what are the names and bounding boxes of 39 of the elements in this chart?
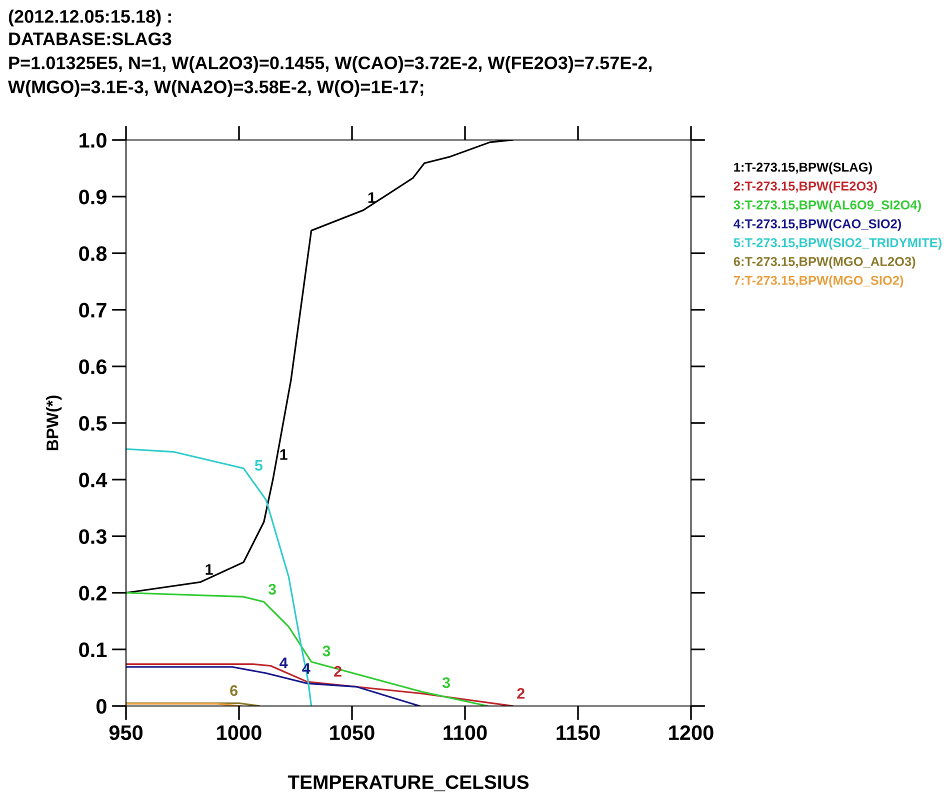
- x-tick-label: 1100: [444, 725, 487, 740]
- y-tick-label: 1.0: [80, 133, 106, 148]
- y-tick-label: 0.4: [79, 472, 108, 488]
- text: 6:T-273.15,BPW(MGO_AL2O3): [734, 256, 916, 269]
- y-tick-label: 0.5: [79, 416, 107, 431]
- text: 7:T-273.15,BPW(MGO_SIO2): [734, 276, 904, 288]
- y-tick-label: 0.1: [79, 642, 107, 658]
- y-axis-title: BPW(*): [46, 396, 62, 450]
- x-tick-label: 1050: [330, 725, 374, 740]
- annotation: 1: [368, 192, 376, 203]
- y-tick-label: 0.3: [79, 529, 106, 544]
- annotation: 2: [517, 688, 525, 699]
- chart-subtitle: DATABASE:SLAG3 P=1.01325E5, N=1, W(AL2O3)=0.1455, W(CAO)=3.72E-2, W(FE2O3)=7.57E-2, W(MGO)=3.1E-3, W(NA2O)=3.58E-2, W(O)=1E-17;: [8, 32, 652, 97]
- text: 3:T-273.15,BPW(AL6O9_SI2O4): [734, 200, 921, 212]
- annotation: 6: [230, 685, 238, 696]
- x-tick-label: 1150: [556, 725, 600, 740]
- annotation: 4: [280, 658, 288, 668]
- line-series: [126, 448, 312, 706]
- annotation: 3: [442, 677, 450, 688]
- y-tick-label: 0.2: [79, 586, 106, 601]
- x-tick-label: 1200: [669, 725, 714, 740]
- y-tick-label: 0.7: [79, 302, 106, 318]
- x-axis-title: TEMPERATURE_CELSIUS: [288, 775, 529, 792]
- text: 5:T-273.15,BPW(SIO2_TRIDYMITE): [734, 238, 942, 250]
- annotation: 3: [268, 584, 276, 595]
- text: 2:T-273.15,BPW(FE2O3): [734, 181, 877, 194]
- y-tick-label: 0: [96, 699, 106, 714]
- x-tick-label: 1000: [217, 725, 262, 740]
- y-tick-label: 0.8: [79, 246, 107, 261]
- y-tick-label: 0.6: [79, 359, 106, 374]
- annotation: 5: [254, 460, 263, 471]
- annotation: 3: [322, 646, 330, 656]
- text: 1:T-273.15,BPW(SLAG): [734, 162, 872, 174]
- chart-title: (2012.12.05:15.18) :: [8, 10, 171, 26]
- annotation: 1: [206, 564, 213, 575]
- text: 4:T-273.15,BPW(CAO_SIO2): [734, 218, 902, 231]
- y-tick-label: 0.9: [79, 190, 106, 204]
- x-tick-label: 950: [109, 725, 143, 740]
- annotation: 1: [280, 449, 288, 460]
